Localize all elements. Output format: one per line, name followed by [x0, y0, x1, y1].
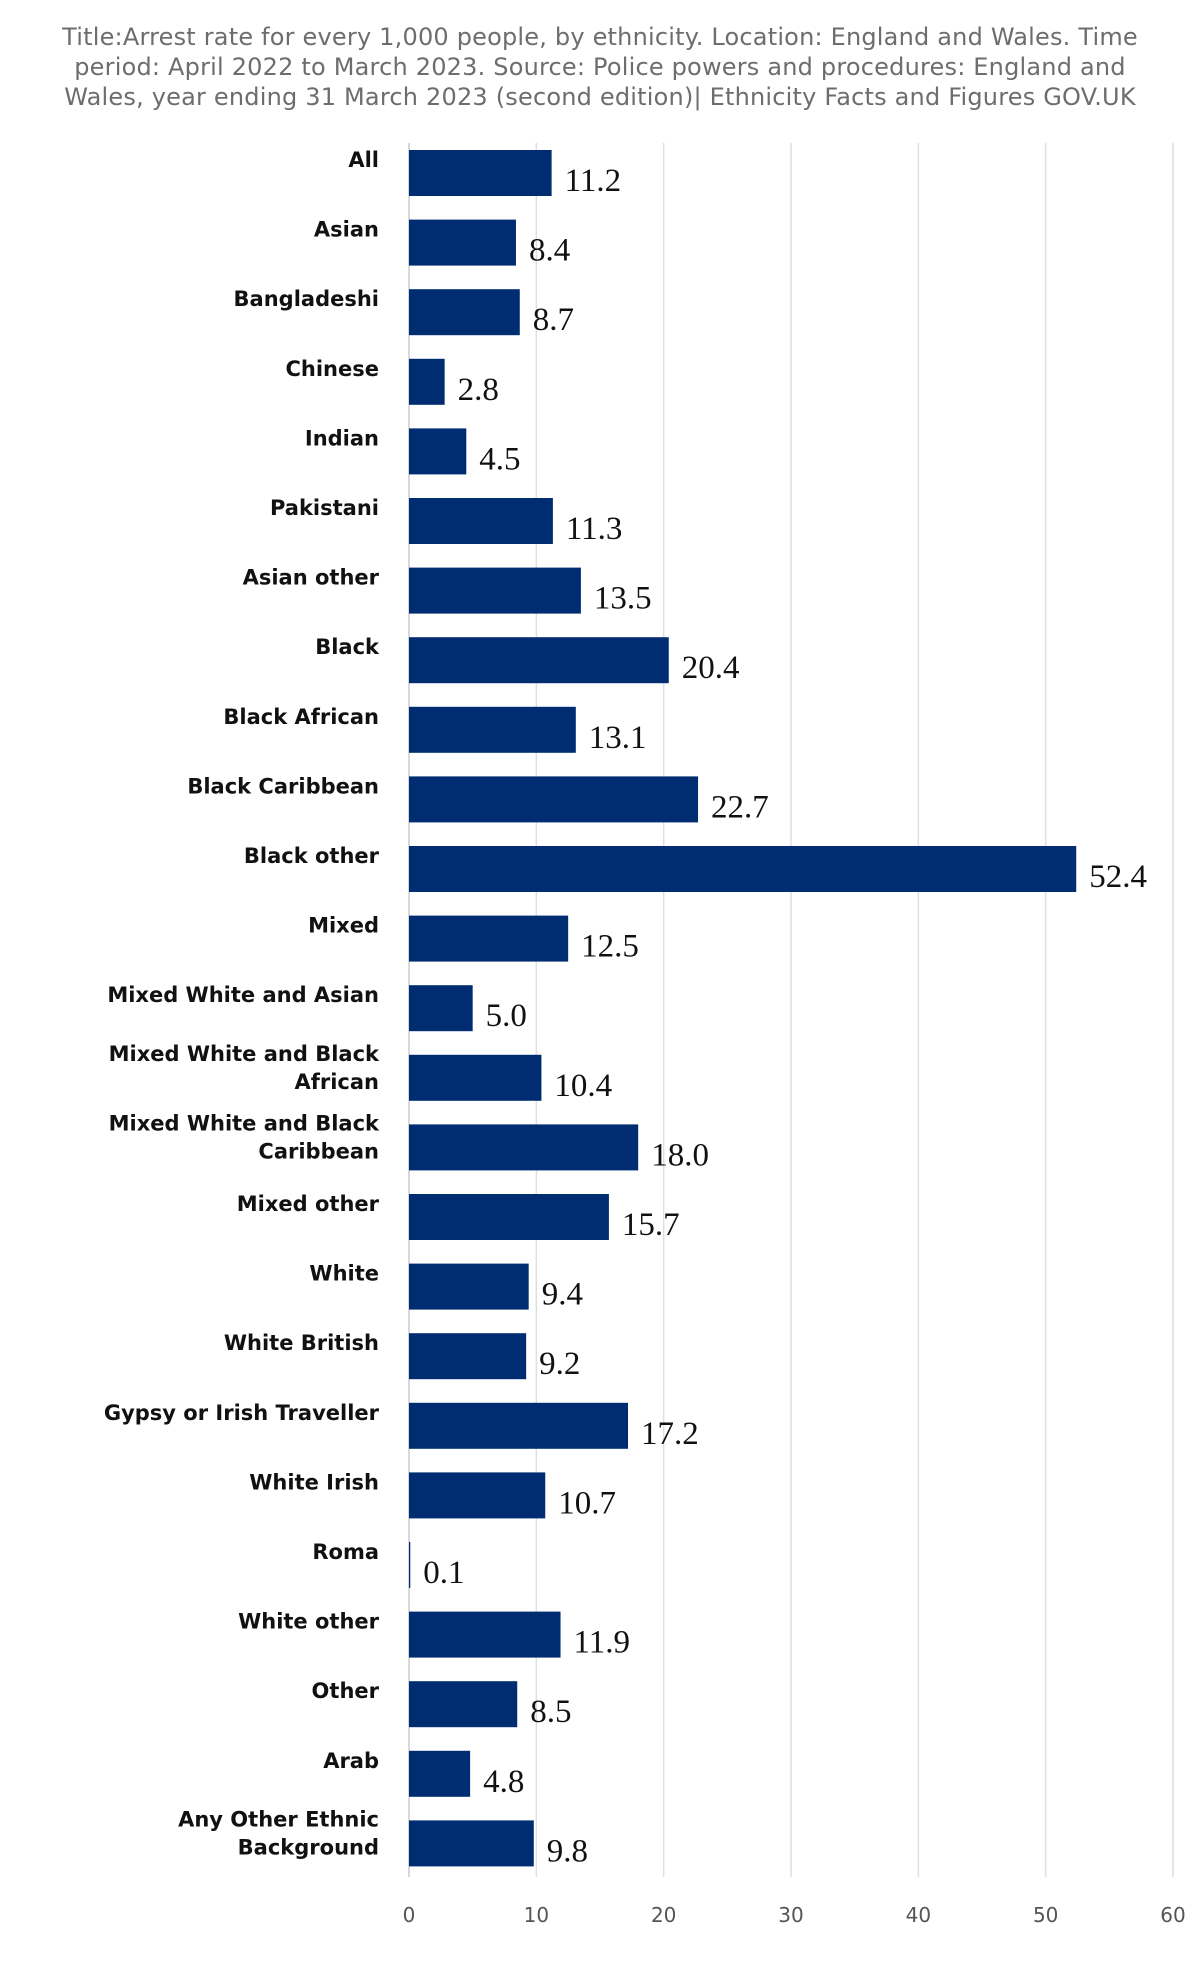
- value-label: 18.0: [651, 1137, 709, 1173]
- value-label: 15.7: [622, 1207, 680, 1243]
- x-tick-label: 50: [1033, 1903, 1058, 1927]
- value-label: 11.2: [565, 163, 622, 199]
- x-tick-label: 20: [651, 1903, 676, 1927]
- value-label: 5.0: [486, 998, 527, 1034]
- bars-layer: [409, 150, 1077, 1867]
- value-label: 10.7: [558, 1485, 616, 1521]
- category-label: Asian other: [243, 566, 380, 590]
- category-label: Any Other Ethnic Background: [178, 1807, 379, 1859]
- chart-title: Title:Arrest rate for every 1,000 people…: [62, 23, 1138, 111]
- bar: [409, 358, 445, 405]
- value-label: 4.5: [479, 441, 520, 477]
- bar: [409, 985, 473, 1032]
- value-label: 10.4: [554, 1068, 612, 1104]
- x-tick-label: 0: [403, 1903, 416, 1927]
- value-label: 9.4: [542, 1277, 583, 1313]
- category-label: Indian: [305, 426, 379, 450]
- bar: [409, 428, 467, 475]
- value-label: 12.5: [581, 929, 639, 965]
- category-label: Black: [315, 635, 380, 659]
- category-label: Mixed: [308, 914, 379, 938]
- category-label: Gypsy or Irish Traveller: [104, 1401, 380, 1425]
- value-label: 2.8: [458, 372, 499, 408]
- bar: [409, 1124, 639, 1171]
- category-label: Arab: [323, 1749, 379, 1773]
- category-label: Bangladeshi: [234, 287, 379, 311]
- value-label: 13.5: [594, 581, 652, 617]
- bar: [409, 498, 553, 544]
- value-label: 4.8: [483, 1764, 524, 1800]
- bar: [409, 567, 581, 614]
- value-label: 8.4: [529, 233, 570, 269]
- value-label: 8.5: [530, 1694, 571, 1730]
- category-label: White Irish: [249, 1470, 379, 1494]
- value-label: 22.7: [711, 789, 769, 825]
- x-tick-label: 10: [524, 1903, 549, 1927]
- bar: [409, 776, 699, 823]
- value-label: 9.8: [547, 1833, 588, 1869]
- bar: [409, 1194, 609, 1240]
- category-label: Asian: [314, 218, 379, 242]
- bar: [409, 289, 520, 336]
- bar: [409, 150, 552, 196]
- value-label: 17.2: [641, 1416, 699, 1452]
- category-label: Other: [312, 1679, 380, 1703]
- bar: [409, 1333, 527, 1380]
- value-label: 11.9: [574, 1625, 631, 1661]
- bar: [409, 637, 669, 684]
- x-axis-ticks: 0 10 20 30 40 50 60: [403, 1903, 1186, 1927]
- category-label: White other: [238, 1610, 380, 1634]
- labels-layer: 11.2 All 8.4 Asian 8.7 Bangladeshi 2.8 Chinese 4…: [104, 148, 1147, 1869]
- value-label: 20.4: [682, 650, 740, 686]
- category-label: Pakistani: [270, 496, 379, 520]
- bar: [409, 1054, 542, 1101]
- bar: [409, 1820, 534, 1867]
- bar: [409, 846, 1077, 892]
- category-label: All: [348, 148, 379, 172]
- value-label: 13.1: [589, 720, 647, 756]
- value-label: 9.2: [539, 1346, 580, 1382]
- bar: [409, 1681, 518, 1728]
- value-label: 0.1: [423, 1555, 464, 1591]
- value-label: 52.4: [1089, 859, 1147, 895]
- bar: [409, 1472, 546, 1519]
- x-tick-label: 40: [906, 1903, 931, 1927]
- category-label: Mixed White and Black Caribbean: [109, 1111, 380, 1163]
- category-label: Mixed other: [237, 1192, 380, 1216]
- category-label: Black Caribbean: [187, 774, 379, 798]
- bar: [409, 706, 576, 753]
- x-tick-label: 30: [778, 1903, 803, 1927]
- bar: [409, 219, 516, 266]
- bar: [409, 1611, 561, 1658]
- value-label: 11.3: [566, 511, 623, 547]
- value-label: 8.7: [533, 302, 574, 338]
- x-tick-label: 60: [1160, 1903, 1185, 1927]
- category-label: Black African: [223, 705, 379, 729]
- bar: [409, 1750, 471, 1797]
- category-label: Roma: [312, 1540, 379, 1564]
- bar: [409, 915, 569, 962]
- category-label: Mixed White and Black African: [109, 1042, 380, 1094]
- category-label: White: [309, 1262, 379, 1286]
- bar: [409, 1402, 629, 1449]
- bar: [409, 1542, 411, 1588]
- category-label: Chinese: [286, 357, 380, 381]
- category-label: Black other: [244, 844, 380, 868]
- bar: [409, 1263, 529, 1310]
- category-label: Mixed White and Asian: [107, 983, 379, 1007]
- category-label: White British: [224, 1331, 379, 1355]
